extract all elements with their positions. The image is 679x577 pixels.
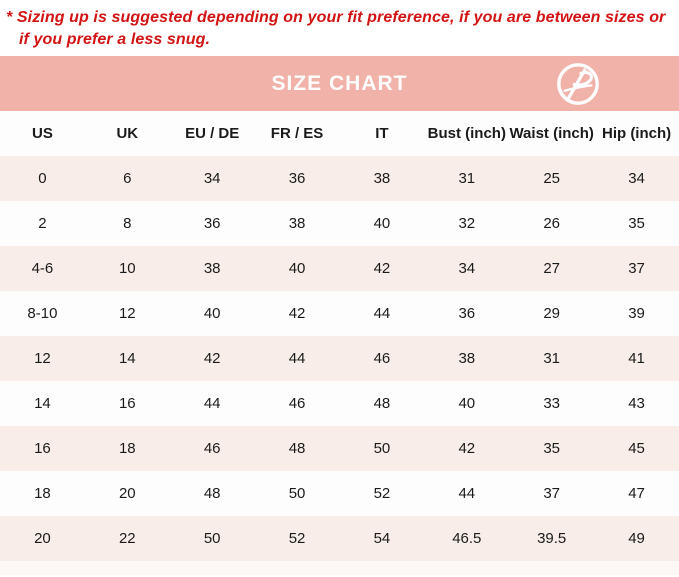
table-cell: 50 [254,471,340,516]
header-row: US UK EU / DE FR / ES IT Bust (inch) Waist (in… [0,111,679,156]
column-header: Hip (inch) [594,111,679,156]
size-chart-table: US UK EU / DE FR / ES IT Bust (inch) Waist (in… [0,111,679,561]
table-cell: 40 [254,246,340,291]
table-cell: 10 [84,246,170,291]
table-cell: 37 [509,471,595,516]
table-cell: 26 [509,201,595,246]
table-cell: 27 [509,246,595,291]
table-row: 16 18 46 48 50 42 35 45 [0,426,679,471]
table-cell: 29 [509,291,595,336]
table-cell: 50 [339,426,425,471]
table-cell: 36 [169,201,255,246]
table-row: 14 16 44 46 48 40 33 43 [0,381,679,426]
table-row: 8-10 12 40 42 44 36 29 39 [0,291,679,336]
table-cell: 52 [254,516,340,561]
table-cell: 44 [254,336,340,381]
size-chart-header-bar: SIZE CHART [0,56,679,111]
table-cell: 43 [594,381,679,426]
table-cell: 37 [594,246,679,291]
table-cell: 39 [594,291,679,336]
table-cell: 34 [169,156,255,201]
table-cell: 44 [169,381,255,426]
table-cell: 42 [169,336,255,381]
table-row: 2 8 36 38 40 32 26 35 [0,201,679,246]
table-cell: 31 [424,156,510,201]
table-cell: 34 [594,156,679,201]
table-cell: 42 [424,426,510,471]
column-header: US [0,111,85,156]
table-cell: 0 [0,156,85,201]
table-cell: 48 [339,381,425,426]
size-chart-table-head: US UK EU / DE FR / ES IT Bust (inch) Waist (in… [0,111,679,156]
table-cell: 44 [424,471,510,516]
table-cell: 46 [339,336,425,381]
table-cell: 38 [169,246,255,291]
table-row: 20 22 50 52 54 46.5 39.5 49 [0,516,679,561]
bottom-strip [0,561,679,575]
table-cell: 16 [84,381,170,426]
table-cell: 36 [424,291,510,336]
column-header: Bust (inch) [424,111,510,156]
table-cell: 12 [84,291,170,336]
table-cell: 2 [0,201,85,246]
table-cell: 46 [169,426,255,471]
table-cell: 48 [254,426,340,471]
column-header: Waist (inch) [509,111,595,156]
column-header: FR / ES [254,111,340,156]
table-cell: 36 [254,156,340,201]
table-cell: 4-6 [0,246,85,291]
brand-logo-icon [557,63,599,105]
table-cell: 46.5 [424,516,510,561]
table-cell: 14 [0,381,85,426]
size-chart-title: SIZE CHART [271,71,408,95]
table-cell: 38 [424,336,510,381]
column-header: UK [84,111,170,156]
sizing-note: * Sizing up is suggested depending on yo… [6,9,666,48]
table-cell: 48 [169,471,255,516]
table-cell: 45 [594,426,679,471]
table-cell: 25 [509,156,595,201]
table-cell: 34 [424,246,510,291]
table-cell: 8-10 [0,291,85,336]
table-cell: 18 [0,471,85,516]
table-cell: 40 [424,381,510,426]
table-cell: 12 [0,336,85,381]
table-cell: 31 [509,336,595,381]
size-chart-table-body: 0 6 34 36 38 31 25 34 2 8 36 38 40 32 26 35 4-6 10 38 40 42 3… [0,156,679,561]
table-cell: 32 [424,201,510,246]
table-cell: 35 [509,426,595,471]
column-header: IT [339,111,425,156]
table-cell: 49 [594,516,679,561]
table-cell: 38 [254,201,340,246]
table-cell: 38 [339,156,425,201]
table-cell: 33 [509,381,595,426]
table-cell: 20 [84,471,170,516]
table-cell: 39.5 [509,516,595,561]
table-cell: 18 [84,426,170,471]
table-cell: 8 [84,201,170,246]
table-cell: 6 [84,156,170,201]
table-cell: 22 [84,516,170,561]
table-row: 4-6 10 38 40 42 34 27 37 [0,246,679,291]
table-row: 12 14 42 44 46 38 31 41 [0,336,679,381]
table-cell: 42 [254,291,340,336]
table-row: 0 6 34 36 38 31 25 34 [0,156,679,201]
table-cell: 40 [339,201,425,246]
table-cell: 40 [169,291,255,336]
table-cell: 52 [339,471,425,516]
table-cell: 46 [254,381,340,426]
table-cell: 50 [169,516,255,561]
table-cell: 47 [594,471,679,516]
table-cell: 42 [339,246,425,291]
table-cell: 44 [339,291,425,336]
table-cell: 41 [594,336,679,381]
table-row: 18 20 48 50 52 44 37 47 [0,471,679,516]
table-cell: 54 [339,516,425,561]
table-cell: 35 [594,201,679,246]
table-cell: 20 [0,516,85,561]
table-cell: 16 [0,426,85,471]
column-header: EU / DE [169,111,255,156]
table-cell: 14 [84,336,170,381]
